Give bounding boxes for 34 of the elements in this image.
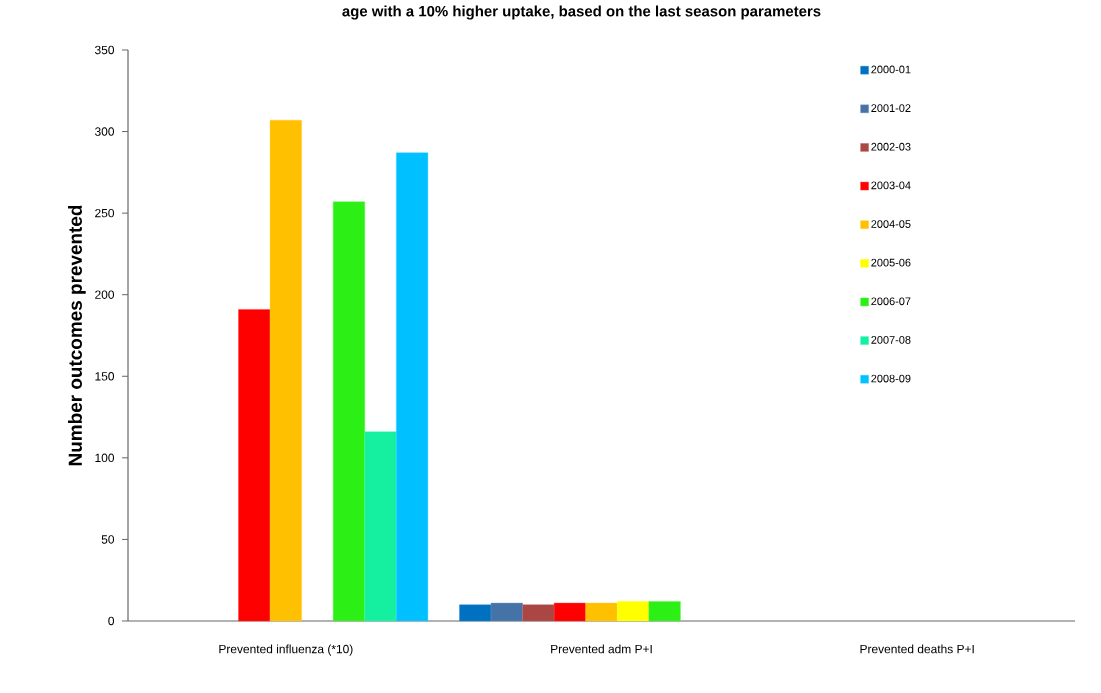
bar bbox=[585, 602, 618, 622]
legend-label: 2001-02 bbox=[871, 104, 911, 112]
x-tick-label: Prevented influenza (*10) bbox=[219, 644, 353, 656]
legend-label: 2006-07 bbox=[871, 297, 911, 306]
bar bbox=[238, 309, 271, 622]
bar bbox=[396, 152, 429, 622]
y-tick-label: 150 bbox=[95, 372, 115, 381]
y-tick-label: 200 bbox=[95, 290, 115, 299]
bar bbox=[553, 602, 586, 622]
bar bbox=[522, 604, 555, 622]
legend-label: 2004-05 bbox=[871, 220, 911, 228]
y-tick-label: 0 bbox=[108, 616, 115, 626]
y-tick-label: 250 bbox=[95, 208, 115, 218]
bar bbox=[648, 601, 681, 622]
bar bbox=[332, 201, 365, 622]
y-tick-label: 50 bbox=[101, 535, 115, 544]
bar bbox=[459, 604, 492, 622]
bar bbox=[364, 431, 397, 622]
x-tick-label: Prevented adm P+I bbox=[551, 644, 652, 654]
y-tick-label: 100 bbox=[95, 453, 115, 463]
x-tick-label: Prevented deaths P+I bbox=[860, 644, 974, 654]
bar bbox=[617, 601, 650, 622]
legend-label: 2003-04 bbox=[871, 181, 911, 190]
bar bbox=[269, 119, 302, 622]
legend-label: 2008-09 bbox=[871, 374, 911, 383]
legend-label: 2005-06 bbox=[871, 258, 911, 267]
legend-label: 2000-01 bbox=[871, 65, 911, 74]
y-tick-label: 300 bbox=[94, 127, 115, 136]
y-axis-title: Number outcomes prevented bbox=[68, 205, 86, 466]
bar bbox=[490, 602, 523, 622]
chart-title: age with a 10% higher uptake, based on the last season parameters bbox=[342, 5, 821, 20]
legend-label: 2007-08 bbox=[871, 336, 911, 344]
legend-label: 2002-03 bbox=[871, 142, 911, 151]
y-tick-label: 350 bbox=[94, 45, 115, 55]
